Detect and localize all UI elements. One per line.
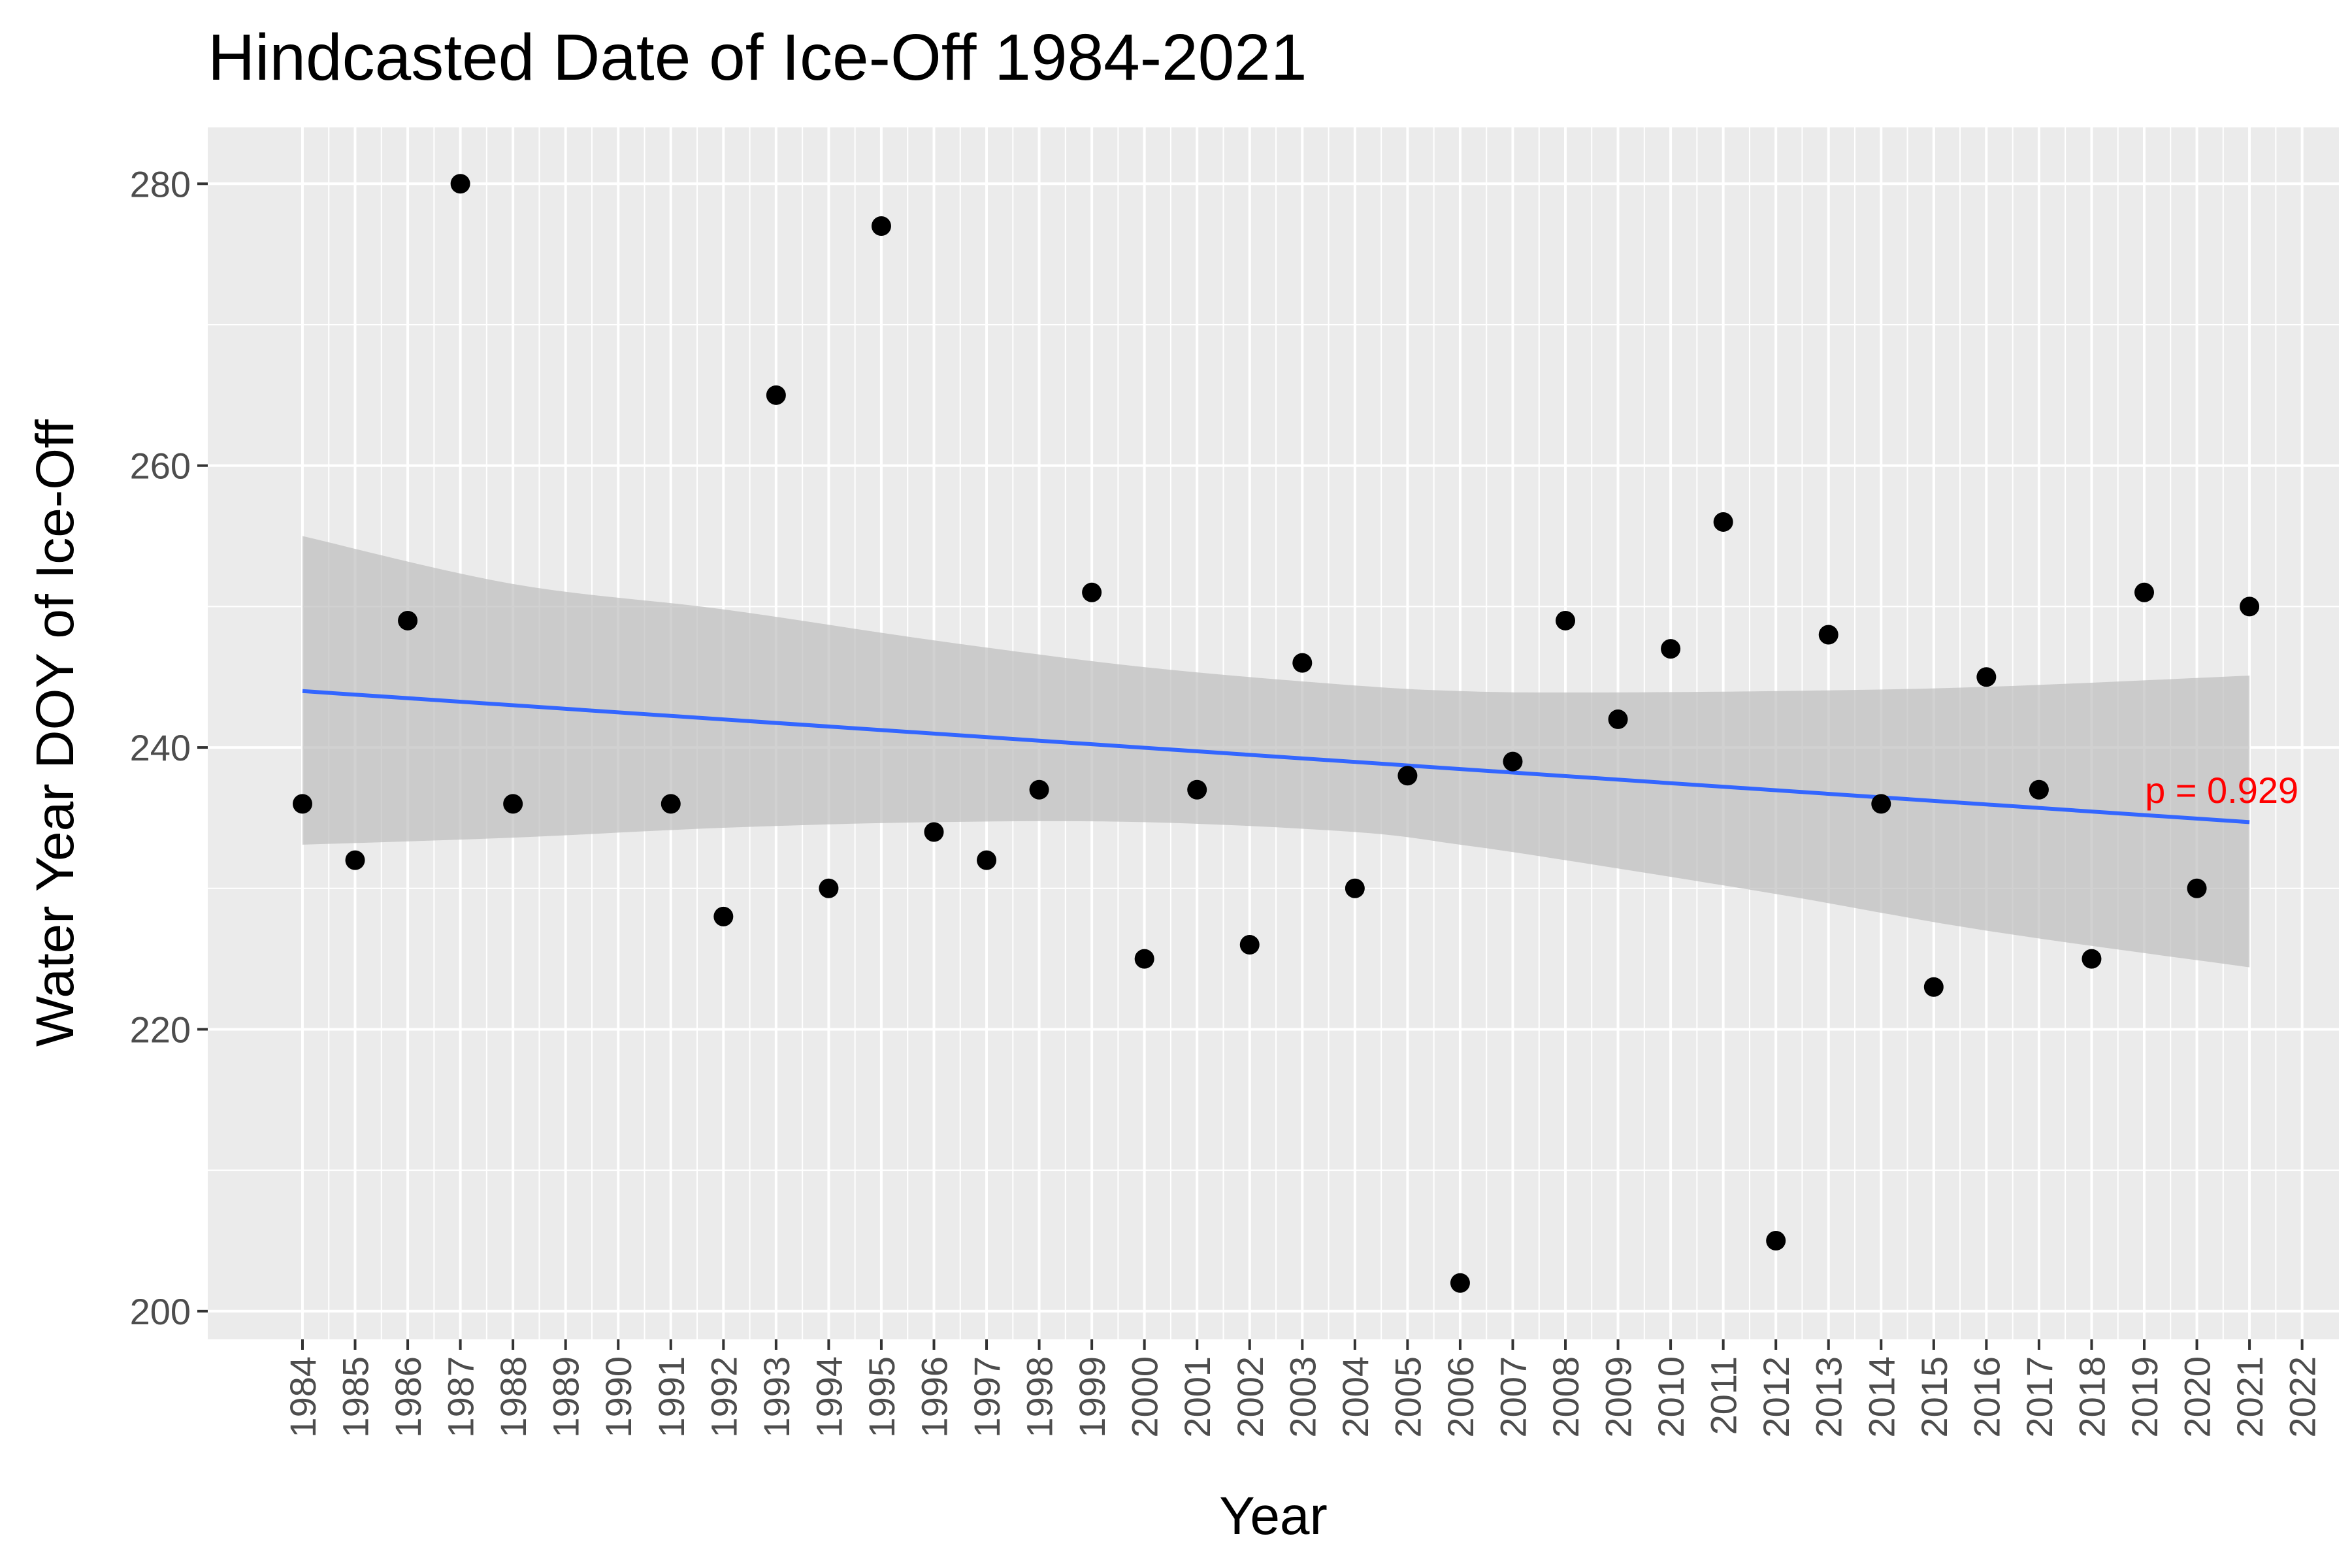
x-tick-label: 1995 xyxy=(861,1356,902,1438)
x-tick-label: 1997 xyxy=(966,1356,1007,1438)
chart-title: Hindcasted Date of Ice-Off 1984-2021 xyxy=(208,21,1307,94)
data-point xyxy=(1976,667,1997,687)
data-point xyxy=(2029,779,2049,800)
x-tick-label: 2018 xyxy=(2071,1356,2112,1438)
x-tick-label: 2012 xyxy=(1756,1356,1797,1438)
x-tick-label: 2020 xyxy=(2177,1356,2218,1438)
data-point xyxy=(766,385,786,405)
x-tick-label: 1985 xyxy=(335,1356,376,1438)
x-tick-label: 2013 xyxy=(1808,1356,1850,1438)
trend-line xyxy=(302,689,2250,825)
data-point xyxy=(1923,977,1944,997)
y-tick-label: 260 xyxy=(130,446,191,487)
data-point xyxy=(1450,1273,1470,1293)
data-point xyxy=(661,794,681,814)
x-tick-label: 2019 xyxy=(2124,1356,2165,1438)
data-point xyxy=(1187,779,1207,800)
data-point xyxy=(1661,639,1681,659)
data-point xyxy=(1029,779,1049,800)
data-point xyxy=(2134,582,2154,602)
x-tick-label: 2004 xyxy=(1335,1356,1376,1438)
data-point xyxy=(2187,878,2207,898)
data-point xyxy=(713,906,734,926)
x-tick-label: 1991 xyxy=(651,1356,692,1438)
x-tick-label: 2009 xyxy=(1598,1356,1639,1438)
data-point xyxy=(1608,709,1628,729)
y-axis-title: Water Year DOY of Ice-Off xyxy=(25,419,85,1047)
confidence-band xyxy=(302,536,2250,968)
data-point xyxy=(871,216,891,236)
x-tick-label: 2017 xyxy=(2019,1356,2060,1438)
x-tick-label: 2014 xyxy=(1861,1356,1902,1438)
data-point xyxy=(1239,935,1260,955)
x-tick-label: 2021 xyxy=(2229,1356,2270,1438)
data-point xyxy=(1871,794,1891,814)
x-tick-label: 1996 xyxy=(913,1356,955,1438)
data-point xyxy=(1134,949,1154,969)
data-point xyxy=(345,850,365,870)
x-tick-label: 2003 xyxy=(1282,1356,1323,1438)
x-tick-label: 1988 xyxy=(493,1356,534,1438)
x-axis-title: Year xyxy=(1219,1486,1328,1546)
y-tick-label: 200 xyxy=(130,1291,191,1332)
x-tick-label: 2015 xyxy=(1914,1356,1955,1438)
data-point xyxy=(2082,949,2102,969)
data-point xyxy=(1345,878,1365,898)
y-tick-label: 220 xyxy=(130,1009,191,1050)
x-tick-label: 1990 xyxy=(598,1356,639,1438)
x-axis: 1984 1985 1986 1987 1988 1989 1990 1991 1992 1993… xyxy=(282,1339,2323,1438)
data-point xyxy=(977,850,997,870)
x-tick-label: 1986 xyxy=(387,1356,429,1438)
data-point xyxy=(1082,582,1102,602)
data-point xyxy=(503,794,523,814)
x-tick-label: 2016 xyxy=(1966,1356,2007,1438)
data-point xyxy=(2240,596,2260,617)
x-tick-label: 2010 xyxy=(1650,1356,1691,1438)
x-tick-label: 2005 xyxy=(1387,1356,1428,1438)
data-point xyxy=(1397,766,1418,786)
data-point xyxy=(292,794,312,814)
data-points xyxy=(292,174,2260,1293)
y-tick-label: 240 xyxy=(130,727,191,768)
x-tick-label: 1987 xyxy=(440,1356,482,1438)
y-tick-label: 280 xyxy=(130,163,191,204)
x-tick-label: 1984 xyxy=(282,1356,323,1438)
x-tick-label: 1998 xyxy=(1019,1356,1060,1438)
x-tick-label: 2000 xyxy=(1124,1356,1166,1438)
y-axis: 200 220 240 260 280 xyxy=(130,163,208,1332)
x-tick-label: 2002 xyxy=(1230,1356,1271,1438)
data-point xyxy=(924,822,944,842)
data-point xyxy=(1766,1231,1786,1251)
data-point xyxy=(1818,625,1838,645)
x-tick-label: 2022 xyxy=(2282,1356,2323,1438)
data-point xyxy=(398,610,418,630)
data-point xyxy=(819,878,839,898)
x-tick-label: 2008 xyxy=(1545,1356,1586,1438)
x-tick-label: 2007 xyxy=(1492,1356,1533,1438)
x-tick-label: 2001 xyxy=(1177,1356,1218,1438)
data-point xyxy=(1556,610,1576,630)
x-tick-label: 2006 xyxy=(1440,1356,1481,1438)
data-point xyxy=(450,174,470,194)
x-tick-label: 2011 xyxy=(1703,1356,1744,1435)
x-tick-label: 1993 xyxy=(756,1356,797,1438)
x-tick-label: 1994 xyxy=(808,1356,849,1438)
x-tick-label: 1989 xyxy=(546,1356,587,1438)
p-value-annotation: p = 0.929 xyxy=(2145,770,2298,811)
data-point xyxy=(1292,653,1313,673)
data-point xyxy=(1503,751,1523,772)
data-point xyxy=(1713,512,1733,532)
x-tick-label: 1999 xyxy=(1071,1356,1113,1438)
x-tick-label: 1992 xyxy=(703,1356,744,1438)
